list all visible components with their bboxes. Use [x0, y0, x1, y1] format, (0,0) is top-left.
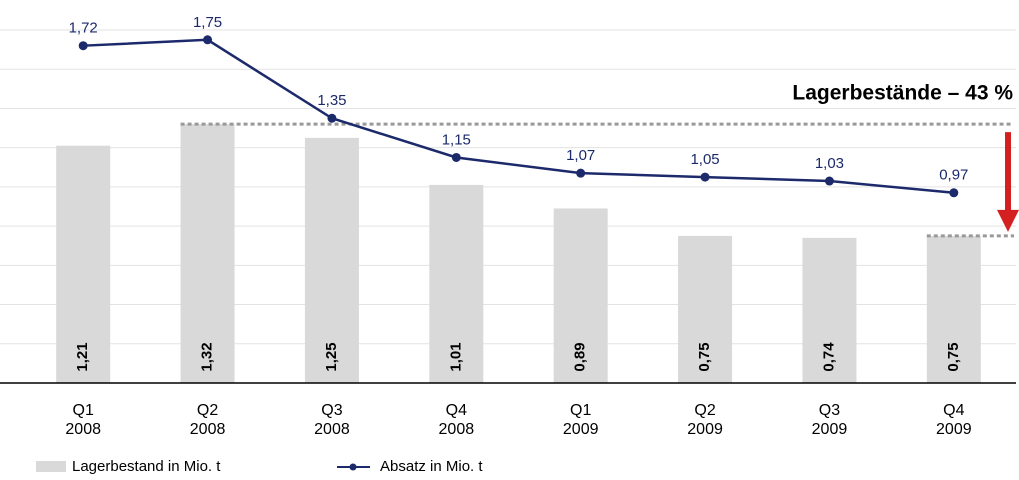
legend-swatch	[36, 461, 66, 472]
legend-label: Lagerbestand in Mio. t	[72, 458, 221, 475]
x-tick-label: Q3 2009	[811, 402, 848, 438]
bar	[429, 184, 484, 383]
line-point	[203, 35, 213, 45]
line-point	[78, 41, 88, 51]
bar	[180, 124, 235, 383]
bar-value-label: 0,74	[820, 342, 837, 372]
bar	[553, 208, 608, 383]
x-tick-label: Q2 2009	[687, 402, 723, 438]
line-point	[576, 168, 586, 178]
legend-swatch	[349, 463, 357, 471]
line-point	[949, 188, 959, 198]
x-tick-label: Q4 2008	[438, 402, 475, 438]
x-tick-label: Q2 2008	[189, 402, 226, 438]
line-value-label: 1,75	[193, 14, 222, 31]
line	[83, 38, 954, 195]
bar	[926, 235, 981, 383]
bar-value-label: 0,75	[696, 342, 713, 371]
line-point	[451, 152, 461, 162]
x-tick-label: Q1 2009	[562, 402, 599, 438]
line-point	[824, 176, 834, 186]
bar-value-label: 1,21	[74, 342, 91, 371]
arrow-head	[997, 209, 1019, 232]
x-tick-label: Q4 2009	[936, 402, 972, 438]
x-tick-label: Q1 2008	[65, 402, 101, 438]
x-tick-label: Q3 2008	[314, 402, 350, 438]
bar-value-label: 0,89	[572, 342, 589, 371]
line-value-label: 1,72	[69, 20, 98, 37]
bar-value-label: 1,32	[199, 342, 216, 371]
line-value-label: 1,15	[442, 131, 471, 148]
legend-label: Absatz in Mio. t	[380, 458, 483, 475]
line-value-label: 1,03	[815, 155, 844, 172]
annotation: Lagerbestände – 43 %	[792, 82, 1013, 105]
bar	[678, 235, 733, 383]
line-value-label: 1,05	[690, 151, 719, 168]
bar	[56, 145, 111, 383]
line-point	[327, 113, 337, 123]
bar	[802, 237, 857, 383]
line-value-label: 1,07	[566, 147, 595, 164]
bar-value-label: 1,01	[447, 342, 464, 371]
line-point	[700, 172, 710, 182]
bar-value-label: 0,75	[945, 342, 962, 371]
bar	[304, 137, 359, 383]
line-value-label: 0,97	[939, 167, 968, 184]
bar-value-label: 1,25	[323, 342, 340, 371]
line-value-label: 1,35	[317, 92, 346, 109]
